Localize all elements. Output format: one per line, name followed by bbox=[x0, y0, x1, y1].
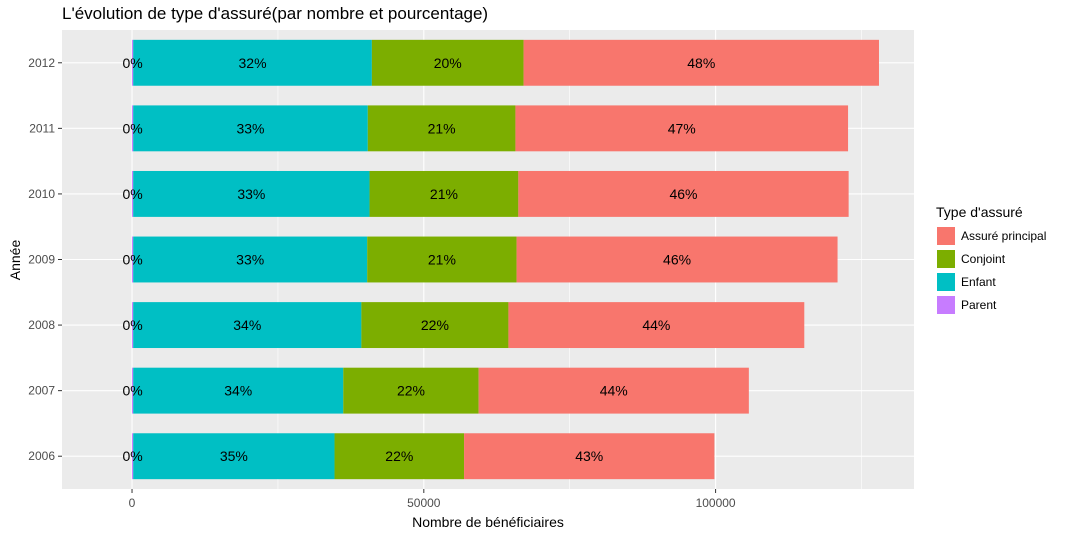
bar-segment bbox=[133, 39, 372, 86]
x-axis-title: Nombre de bénéficiaires bbox=[412, 514, 564, 530]
legend: Type d'assuré Assuré principal Conjoint En… bbox=[936, 204, 1046, 316]
bar-segment bbox=[516, 236, 838, 283]
bar-value-label: 0% bbox=[122, 448, 142, 464]
bar-segment bbox=[478, 367, 749, 414]
bar-segment bbox=[132, 105, 134, 152]
legend-swatch bbox=[936, 248, 956, 269]
bar-segment bbox=[132, 367, 134, 414]
x-tick-label: 50000 bbox=[407, 496, 441, 510]
bar-value-label: 35% bbox=[220, 448, 248, 464]
bar-value-label: 21% bbox=[428, 120, 456, 136]
y-tick-label: 2007 bbox=[28, 384, 55, 398]
bar-segment bbox=[508, 302, 805, 349]
bar-value-label: 0% bbox=[122, 383, 142, 399]
legend-swatch bbox=[936, 271, 956, 292]
bar-segment bbox=[343, 367, 479, 414]
legend-label: Assuré principal bbox=[961, 228, 1047, 243]
bar-segment bbox=[523, 39, 879, 86]
bar-value-label: 0% bbox=[122, 55, 142, 71]
bar-segment bbox=[367, 105, 516, 152]
bar-value-label: 46% bbox=[669, 186, 697, 202]
bar-segment bbox=[361, 302, 509, 349]
bar-segment bbox=[132, 302, 134, 349]
bar-value-label: 0% bbox=[122, 120, 142, 136]
bar-segment bbox=[133, 367, 344, 414]
bar-segment bbox=[369, 170, 519, 217]
legend-label: Enfant bbox=[961, 274, 996, 289]
bar-segment bbox=[133, 170, 370, 217]
bar-value-label: 22% bbox=[385, 448, 413, 464]
y-tick-label: 2012 bbox=[28, 56, 55, 70]
legend-item: Conjoint bbox=[936, 247, 1046, 270]
bar-value-label: 48% bbox=[687, 55, 715, 71]
bars bbox=[132, 39, 879, 480]
bar-value-label: 0% bbox=[122, 186, 142, 202]
bar-segment bbox=[367, 236, 517, 283]
x-tick-label: 0 bbox=[129, 496, 136, 510]
legend-item: Assuré principal bbox=[936, 224, 1046, 247]
bar-value-label: 47% bbox=[668, 120, 696, 136]
axes: 0 50000 100000 2006 2007 2008 2009 2010 2011 2012 bbox=[28, 56, 736, 510]
bar-segment bbox=[132, 433, 134, 480]
bar-value-label: 33% bbox=[237, 186, 265, 202]
bar-value-label: 22% bbox=[421, 317, 449, 333]
legend-swatch bbox=[936, 294, 956, 315]
bar-segment bbox=[334, 433, 465, 480]
y-axis-title: Année bbox=[7, 240, 23, 281]
bar-segment bbox=[132, 39, 134, 86]
legend-item: Parent bbox=[936, 293, 1046, 316]
bar-value-label: 44% bbox=[600, 383, 628, 399]
bar-segment bbox=[133, 236, 368, 283]
bar-value-label: 0% bbox=[122, 252, 142, 268]
bar-segment bbox=[133, 302, 362, 349]
bar-value-label: 34% bbox=[233, 317, 261, 333]
bar-value-label: 21% bbox=[430, 186, 458, 202]
legend-title: Type d'assuré bbox=[936, 204, 1023, 220]
bar-segment bbox=[518, 170, 849, 217]
y-tick-label: 2008 bbox=[28, 318, 55, 332]
x-tick-label: 100000 bbox=[696, 496, 736, 510]
y-tick-label: 2010 bbox=[28, 187, 55, 201]
chart-title: L'évolution de type d'assuré(par nombre … bbox=[62, 4, 489, 23]
bar-segment bbox=[371, 39, 524, 86]
bar-value-label: 20% bbox=[434, 55, 462, 71]
legend-label: Parent bbox=[961, 297, 997, 312]
bar-segment bbox=[132, 236, 134, 283]
legend-item: Enfant bbox=[936, 270, 1046, 293]
y-tick-label: 2006 bbox=[28, 449, 55, 463]
bar-value-label: 46% bbox=[663, 252, 691, 268]
bar-value-label: 33% bbox=[236, 120, 264, 136]
bar-segment bbox=[464, 433, 715, 480]
legend-items: Assuré principal Conjoint Enfant Parent bbox=[936, 224, 1046, 316]
bar-labels: 0% 35% 22% 43% 0% 34% 22% 44% 0% 34% 22% 44% 0% 33% 21… bbox=[122, 55, 715, 464]
bar-segment bbox=[132, 170, 134, 217]
legend-label: Conjoint bbox=[961, 251, 1006, 266]
legend-swatch bbox=[936, 225, 956, 246]
bar-value-label: 22% bbox=[397, 383, 425, 399]
bar-segment bbox=[133, 433, 335, 480]
bar-segment bbox=[133, 105, 368, 152]
y-tick-label: 2011 bbox=[29, 121, 55, 135]
bar-value-label: 44% bbox=[642, 317, 670, 333]
bar-segment bbox=[515, 105, 849, 152]
bar-value-label: 32% bbox=[239, 55, 267, 71]
bar-value-label: 43% bbox=[575, 448, 603, 464]
bar-value-label: 34% bbox=[224, 383, 252, 399]
bar-value-label: 0% bbox=[122, 317, 142, 333]
y-tick-label: 2009 bbox=[28, 253, 55, 267]
bar-value-label: 21% bbox=[428, 252, 456, 268]
bar-value-label: 33% bbox=[236, 252, 264, 268]
